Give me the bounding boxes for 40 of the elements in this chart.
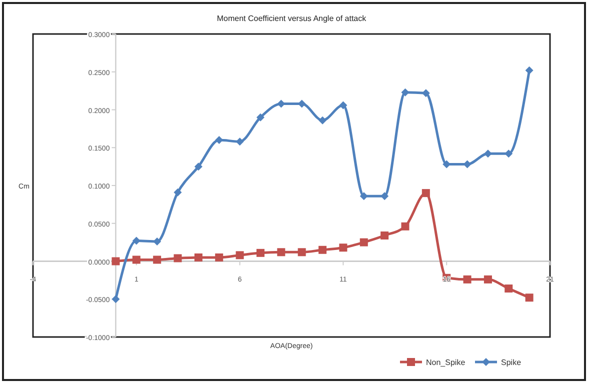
point <box>422 189 430 198</box>
point <box>153 256 162 264</box>
point <box>112 295 120 304</box>
point <box>318 116 327 124</box>
point <box>463 275 472 284</box>
point <box>401 222 410 230</box>
point <box>422 89 430 98</box>
point <box>194 253 202 262</box>
point <box>360 238 368 246</box>
point <box>525 66 534 74</box>
point <box>174 188 182 196</box>
point <box>484 275 492 284</box>
point <box>339 101 348 110</box>
point <box>277 248 286 256</box>
point <box>256 248 264 257</box>
legend-label: Spike <box>501 358 522 367</box>
point <box>132 256 140 264</box>
point <box>215 136 224 144</box>
point <box>318 246 327 254</box>
point <box>339 244 348 252</box>
point <box>380 231 389 240</box>
point <box>236 251 244 260</box>
point <box>132 236 140 245</box>
point <box>525 294 534 302</box>
point <box>153 238 162 246</box>
point <box>112 257 120 266</box>
point <box>380 192 389 200</box>
point <box>194 162 202 171</box>
point <box>504 150 513 158</box>
point <box>174 254 182 262</box>
point <box>484 150 492 158</box>
point <box>401 88 410 96</box>
point <box>504 284 513 293</box>
legend-label: Non_Spike <box>426 358 466 367</box>
chart-title: Moment Coefficient versus Angle of attack <box>216 14 368 23</box>
point <box>298 248 306 256</box>
point <box>215 253 224 262</box>
point <box>236 138 244 146</box>
point <box>360 192 368 200</box>
point <box>256 113 264 122</box>
